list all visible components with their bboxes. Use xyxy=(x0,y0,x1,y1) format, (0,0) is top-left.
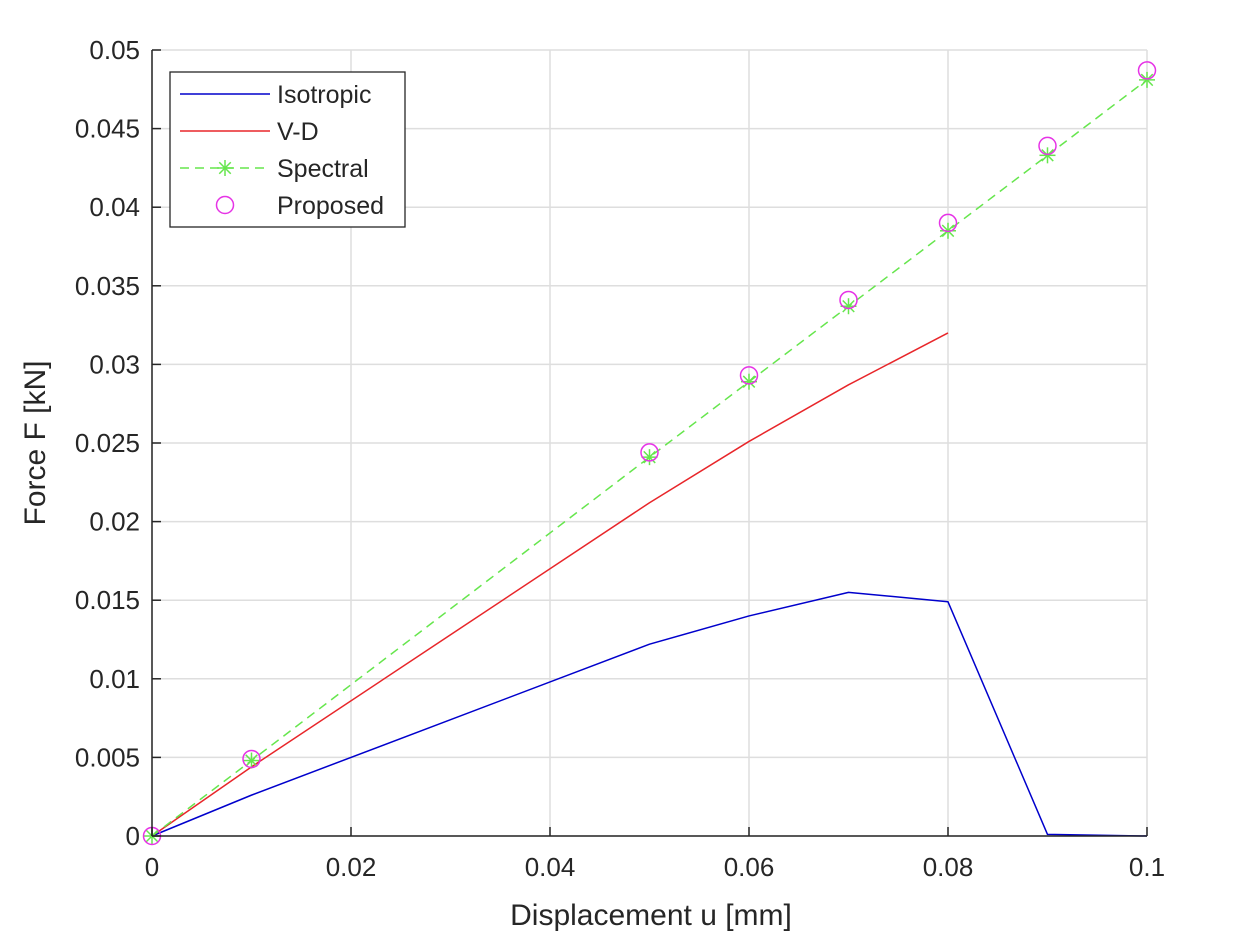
y-tick-label-10: 0.05 xyxy=(89,35,140,65)
axes xyxy=(151,49,1148,837)
y-tick-label-9: 0.045 xyxy=(75,114,140,144)
legend-item-isotropic: Isotropic xyxy=(180,81,371,109)
x-tick-label-4: 0.08 xyxy=(923,852,974,882)
legend-label-isotropic: Isotropic xyxy=(277,81,371,109)
x-tick-label-2: 0.04 xyxy=(525,852,576,882)
y-axis-label: Force F [kN] xyxy=(19,360,52,525)
x-axis-label: Displacement u [mm] xyxy=(510,899,792,932)
series-line-v-d xyxy=(151,332,949,837)
series-line-spectral xyxy=(151,79,1148,837)
y-tick-label-5: 0.025 xyxy=(75,428,140,458)
legend: Isotropic V-D Spectral Proposed xyxy=(169,71,406,228)
point-spectral-1 xyxy=(243,752,260,769)
point-proposed-4 xyxy=(839,290,858,310)
series-line-isotropic xyxy=(151,591,1148,837)
point-spectral-7 xyxy=(1139,71,1155,88)
x-tick-label-1: 0.02 xyxy=(326,852,377,882)
y-tick-label-2: 0.01 xyxy=(89,664,140,694)
x-tick-label-5: 0.1 xyxy=(1129,852,1165,882)
legend-marker-spectral xyxy=(217,160,233,176)
legend-label-proposed: Proposed xyxy=(277,192,384,220)
legend-box xyxy=(169,71,406,228)
point-proposed-5 xyxy=(938,213,958,233)
point-proposed-7 xyxy=(1137,61,1157,80)
y-tick-label-6: 0.03 xyxy=(89,349,140,379)
series-v-d xyxy=(151,332,949,837)
point-proposed-1 xyxy=(242,749,261,769)
legend-item-spectral: Spectral xyxy=(180,155,369,183)
legend-label-spectral: Spectral xyxy=(277,155,369,183)
x-tick-label-3: 0.06 xyxy=(724,852,775,882)
series-isotropic xyxy=(151,591,1148,837)
legend-marker-proposed xyxy=(215,195,235,215)
legend-label-v-d: V-D xyxy=(277,118,319,146)
y-tick-label-1: 0.005 xyxy=(75,742,140,772)
y-tick-label-0: 0 xyxy=(126,821,140,851)
y-tick-label-8: 0.04 xyxy=(89,192,140,222)
y-tick-label-7: 0.035 xyxy=(75,271,140,301)
y-tick-label-3: 0.015 xyxy=(75,585,140,615)
point-proposed-2 xyxy=(640,443,659,462)
point-spectral-2 xyxy=(641,449,658,466)
legend-item-v-d: V-D xyxy=(180,118,319,146)
y-tick-label-4: 0.02 xyxy=(89,507,140,537)
legend-item-proposed: Proposed xyxy=(215,192,384,220)
point-spectral-6 xyxy=(1039,147,1056,164)
point-proposed-3 xyxy=(739,366,759,385)
point-proposed-6 xyxy=(1038,136,1057,156)
series-proposed xyxy=(142,61,1157,846)
series-layer xyxy=(142,61,1157,846)
x-tick-label-0: 0 xyxy=(145,852,159,882)
tick-labels: 0 0.02 0.04 0.06 0.08 0.1 0 0.005 0.01 0.015 0.02 0… xyxy=(75,35,1165,882)
